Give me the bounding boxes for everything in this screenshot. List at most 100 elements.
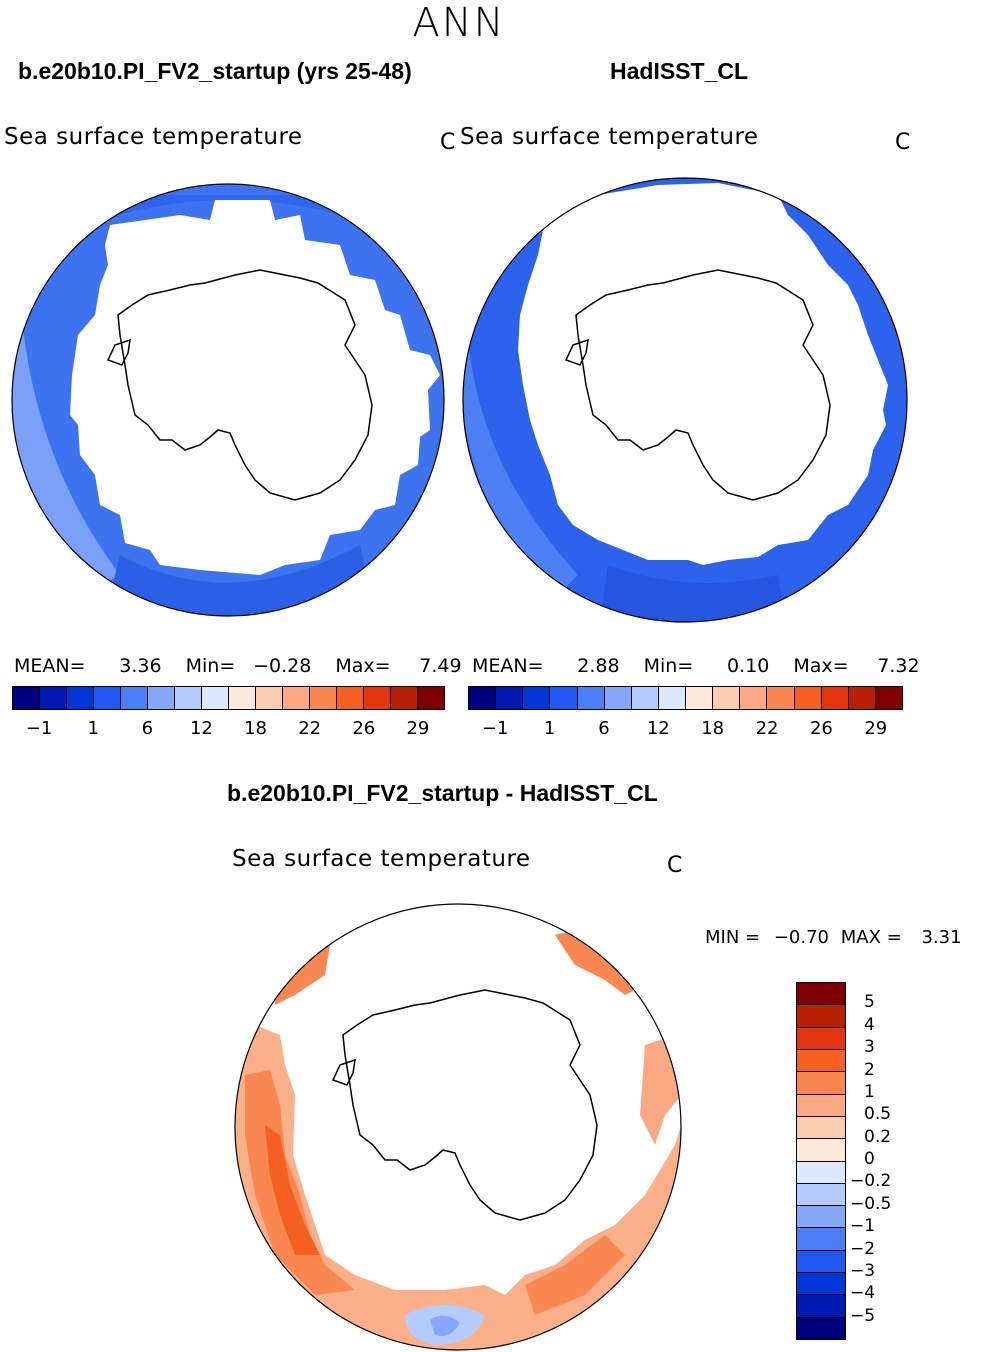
left-colorbar-swatch [67, 687, 94, 709]
left-colorbar-tick-label: 18 [244, 718, 268, 739]
right-colorbar-swatch [875, 687, 902, 709]
left-variable-label: Sea surface temperature [4, 124, 303, 150]
left-min-label: Min= [185, 655, 236, 677]
right-unit-label: C [895, 130, 911, 155]
diff-colorbar-swatch [797, 1228, 845, 1251]
left-colorbar-swatch [310, 687, 337, 709]
diff-panel-title: b.e20b10.PI_FV2_startup - HadISST_CL [227, 780, 658, 806]
right-colorbar-tick-label: 26 [809, 718, 833, 739]
right-colorbar-tick-label: 29 [864, 718, 888, 739]
left-mean-value: 3.36 [119, 655, 162, 677]
diff-background [235, 904, 681, 1350]
right-min-value: 0.10 [727, 655, 770, 677]
left-max-value: 7.49 [419, 655, 462, 677]
left-colorbar-tick-label: 6 [141, 718, 154, 739]
left-colorbar-ticks: −1 1 6 12 18 22 26 29 [12, 718, 445, 740]
left-colorbar-swatch [229, 687, 256, 709]
left-colorbar-swatch [364, 687, 391, 709]
left-mean-label: MEAN= [14, 655, 86, 677]
diff-colorbar-label: 5 [864, 992, 875, 1013]
right-colorbar-swatch [496, 687, 524, 709]
diff-colorbar-swatch [797, 1183, 845, 1207]
right-colorbar-swatch [469, 687, 497, 709]
right-mean-value: 2.88 [577, 655, 620, 677]
left-colorbar-tick-label: 12 [189, 718, 213, 739]
left-colorbar-swatch [283, 687, 310, 709]
diff-colorbar-label: 0.5 [864, 1104, 892, 1125]
right-antarctica-outline [564, 269, 831, 501]
diff-min-label: MIN = [705, 927, 761, 948]
right-map-border [462, 177, 908, 623]
diff-colorbar-swatch [797, 1116, 845, 1140]
left-panel-title: b.e20b10.PI_FV2_startup (yrs 25-48) [18, 58, 412, 84]
right-colorbar-swatch [604, 687, 632, 709]
right-colorbar-swatch [550, 687, 578, 709]
right-colorbar-swatch [794, 687, 822, 709]
diff-variable-label: Sea surface temperature [232, 846, 531, 872]
left-colorbar-swatch [175, 687, 202, 709]
right-colorbar-tick-label: 6 [598, 718, 610, 739]
left-colorbar-swatch [94, 687, 121, 709]
right-max-label: Max= [793, 655, 849, 677]
right-stats: MEAN= 2.88 Min= 0.10 Max= 7.32 [472, 655, 920, 677]
diff-colorbar-label: −0.5 [850, 1193, 892, 1214]
right-variable-label: Sea surface temperature [460, 124, 759, 150]
left-max-label: Max= [335, 655, 391, 677]
diff-colorbar-label: 2 [864, 1059, 875, 1080]
left-unit-label: C [440, 130, 456, 155]
diff-colorbar-swatch [797, 1250, 845, 1274]
diff-polar-map [234, 903, 682, 1351]
diff-colorbar-swatch [797, 1206, 845, 1229]
right-colorbar-tick-label: 12 [646, 718, 670, 739]
diff-colorbar-swatch [797, 1139, 845, 1162]
diff-minmax: MIN = −0.70 MAX = 3.31 [705, 927, 962, 948]
diff-colorbar-label: 1 [864, 1081, 875, 1102]
diff-colorbar-label: 0.2 [864, 1126, 892, 1147]
diff-colorbar-label: 3 [864, 1037, 875, 1058]
right-max-value: 7.32 [877, 655, 920, 677]
right-polar-map [462, 177, 908, 623]
diff-max-value: 3.31 [921, 927, 962, 948]
diff-colorbar-label: 4 [864, 1014, 875, 1035]
left-colorbar-swatch [418, 687, 444, 709]
right-colorbar-swatch [740, 687, 768, 709]
diff-cool-core [430, 1315, 460, 1337]
diff-hot-core [265, 1125, 320, 1255]
diff-colorbar-label: −1 [850, 1216, 876, 1237]
diff-colorbar-label: 0 [864, 1149, 875, 1169]
diff-warm-northeast [555, 925, 645, 995]
diff-antarctica-outline [331, 989, 598, 1221]
right-colorbar-swatch [577, 687, 605, 709]
diff-colorbar-label: −0.2 [850, 1171, 892, 1192]
right-colorbar-tick-label: −1 [481, 718, 509, 739]
diff-warm-band-south [525, 1235, 625, 1315]
diff-colorbar-labels: 5 4 3 2 1 0.5 0.2 0 −0.2 −0.5 −1 −2 −3 −4 −5 [850, 982, 910, 1340]
left-colorbar-swatch [40, 687, 67, 709]
left-colorbar-tick-label: 1 [87, 718, 99, 739]
left-colorbar-swatch [121, 687, 148, 709]
diff-warm-band-west [245, 1070, 355, 1295]
right-colorbar-tick-label: 18 [701, 718, 725, 739]
diff-colorbar-swatch [797, 1005, 845, 1028]
diff-colorbar [796, 982, 846, 1340]
right-colorbar-swatch [767, 687, 795, 709]
left-colorbar-swatch [256, 687, 283, 709]
right-colorbar-swatch [713, 687, 741, 709]
left-colorbar-swatch [391, 687, 418, 709]
left-colorbar-tick-label: 29 [406, 718, 430, 739]
diff-map-border [234, 903, 682, 1351]
diff-colorbar-swatch [797, 1317, 845, 1339]
right-panel-title: HadISST_CL [610, 58, 749, 84]
left-min-value: −0.28 [253, 655, 312, 677]
season-title: ANN [412, 0, 506, 46]
left-antarctica-outline [106, 269, 373, 501]
right-colorbar-swatch [686, 687, 714, 709]
left-colorbar-tick-label: 22 [298, 718, 322, 739]
diff-colorbar-swatch [797, 1027, 845, 1050]
right-colorbar-tick-label: 1 [543, 718, 556, 739]
right-colorbar-ticks: −1 1 6 12 18 22 26 29 [468, 718, 903, 740]
diff-colorbar-swatch [797, 1049, 845, 1073]
right-colorbar-swatch [658, 687, 686, 709]
diff-colorbar-swatch [797, 1161, 845, 1184]
diff-colorbar-label: −3 [850, 1260, 876, 1281]
